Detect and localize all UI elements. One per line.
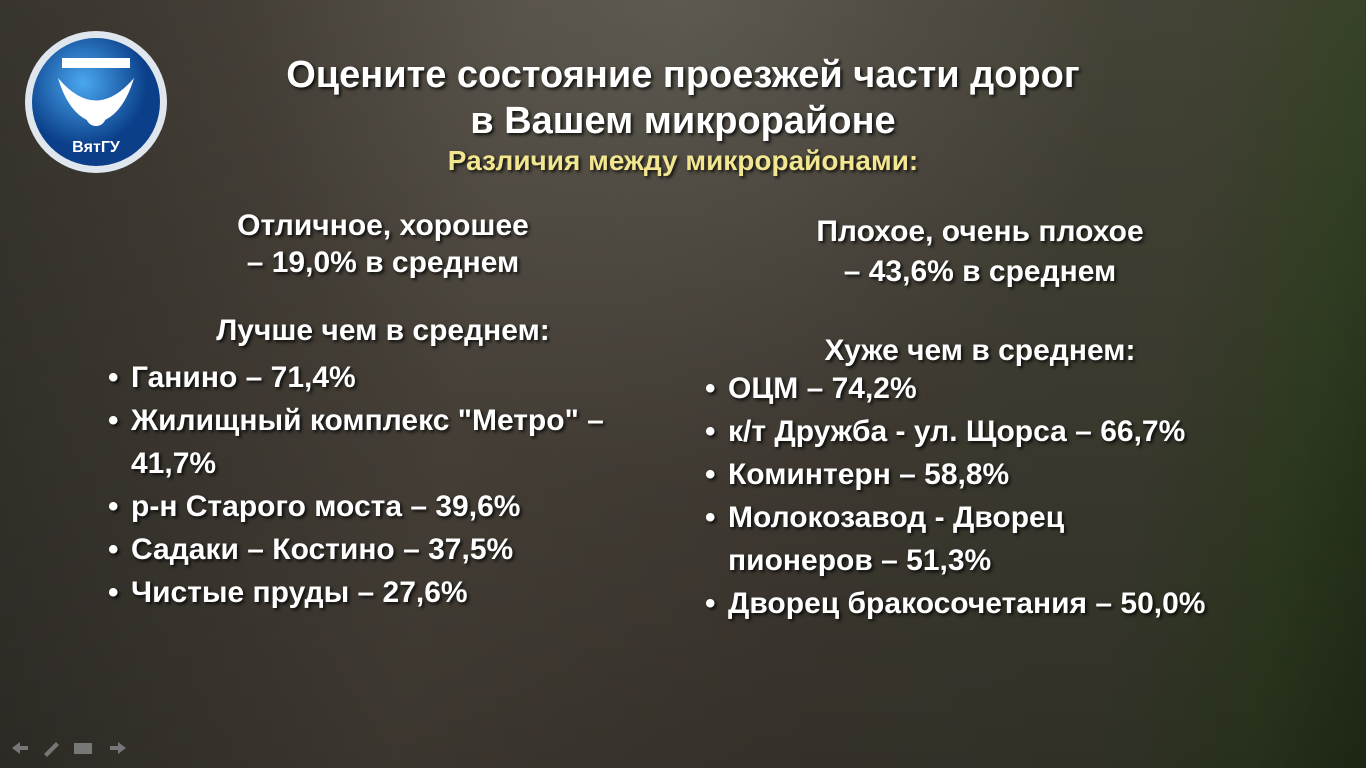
left-summary: Отличное, хорошее – 19,0% в среднем — [133, 207, 633, 281]
title-line: в Вашем микрорайоне — [470, 100, 896, 142]
nav-icons[interactable] — [8, 738, 130, 758]
nav-menu[interactable] — [74, 743, 92, 754]
nav-next[interactable] — [110, 742, 126, 754]
summary-line: – 43,6% в среднем — [843, 255, 1117, 288]
title: Оцените состояние проезжей части дорог в… — [0, 52, 1366, 144]
left-heading: Лучше чем в среднем: — [216, 314, 550, 347]
list-item: Ганино – 71,4% — [108, 356, 623, 399]
subtitle: Различия между микрорайонами: — [447, 145, 919, 176]
nav-pen[interactable] — [44, 742, 59, 757]
logo: ВятГУ — [25, 31, 167, 173]
left-list: Ганино – 71,4%Жилищный комплекс "Метро" … — [108, 356, 623, 614]
logo-text: ВятГУ — [72, 139, 121, 156]
title-line: Оцените состояние проезжей части дорог — [286, 54, 1080, 96]
nav-prev[interactable] — [12, 742, 28, 754]
list-item: Садаки – Костино – 37,5% — [108, 528, 623, 571]
list-item: Коминтерн – 58,8% — [705, 453, 1210, 496]
right-list: ОЦМ – 74,2%к/т Дружба - ул. Щорса – 66,7… — [705, 367, 1210, 625]
list-item: Молокозавод - Дворец пионеров – 51,3% — [705, 496, 1210, 582]
list-item: Жилищный комплекс "Метро" – 41,7% — [108, 399, 623, 485]
list-item: р-н Старого моста – 39,6% — [108, 485, 623, 528]
list-item: ОЦМ – 74,2% — [705, 367, 1210, 410]
right-summary: Плохое, очень плохое – 43,6% в среднем — [730, 212, 1230, 292]
summary-line: – 19,0% в среднем — [246, 246, 520, 279]
right-heading: Хуже чем в среднем: — [824, 334, 1136, 367]
list-item: Чистые пруды – 27,6% — [108, 571, 623, 614]
list-item: к/т Дружба - ул. Щорса – 66,7% — [705, 410, 1210, 453]
summary-line: Плохое, очень плохое — [816, 215, 1144, 248]
list-item: Дворец бракосочетания – 50,0% — [705, 582, 1210, 625]
summary-line: Отличное, хорошее — [237, 209, 529, 242]
